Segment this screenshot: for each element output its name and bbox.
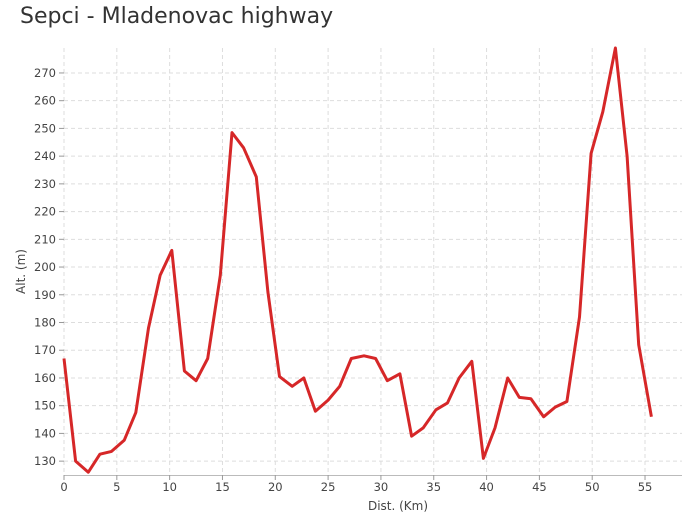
- chart-title: Sepci - Mladenovac highway: [20, 4, 334, 29]
- x-ticks: 0 5 10 15 20 25 30 35 40 45 50 55: [60, 475, 652, 494]
- x-tick-label: 25: [321, 480, 336, 494]
- y-tick-label: 200: [34, 260, 56, 274]
- x-tick-label: 30: [374, 480, 389, 494]
- x-tick-label: 45: [532, 480, 547, 494]
- x-tick-label: 5: [113, 480, 120, 494]
- y-tick-label: 160: [34, 371, 56, 385]
- y-tick-label: 140: [34, 426, 56, 440]
- y-tick-label: 190: [34, 288, 56, 302]
- x-tick-label: 40: [479, 480, 494, 494]
- y-tick-label: 180: [34, 316, 56, 330]
- x-tick-label: 50: [585, 480, 600, 494]
- x-tick-label: 15: [215, 480, 230, 494]
- grid: [63, 48, 682, 475]
- y-ticks: 130 140 150 160 170 180 190 200 210 220 230 240 250 2…: [34, 66, 64, 468]
- x-tick-label: 0: [60, 480, 67, 494]
- y-axis-label: Alt. (m): [14, 249, 28, 294]
- y-tick-label: 170: [34, 343, 56, 357]
- series-line-altitude: [62, 46, 653, 474]
- x-tick-label: 10: [162, 480, 177, 494]
- y-tick-label: 230: [34, 177, 56, 191]
- y-tick-label: 260: [34, 94, 56, 108]
- y-tick-label: 130: [34, 454, 56, 468]
- y-tick-label: 270: [34, 66, 56, 80]
- x-tick-label: 55: [638, 480, 653, 494]
- y-tick-label: 220: [34, 205, 56, 219]
- x-axis-label: Dist. (Km): [368, 499, 428, 513]
- y-tick-label: 240: [34, 149, 56, 163]
- x-tick-label: 20: [268, 480, 283, 494]
- y-tick-label: 210: [34, 232, 56, 246]
- y-tick-label: 250: [34, 121, 56, 135]
- y-tick-label: 150: [34, 399, 56, 413]
- x-tick-label: 35: [426, 480, 441, 494]
